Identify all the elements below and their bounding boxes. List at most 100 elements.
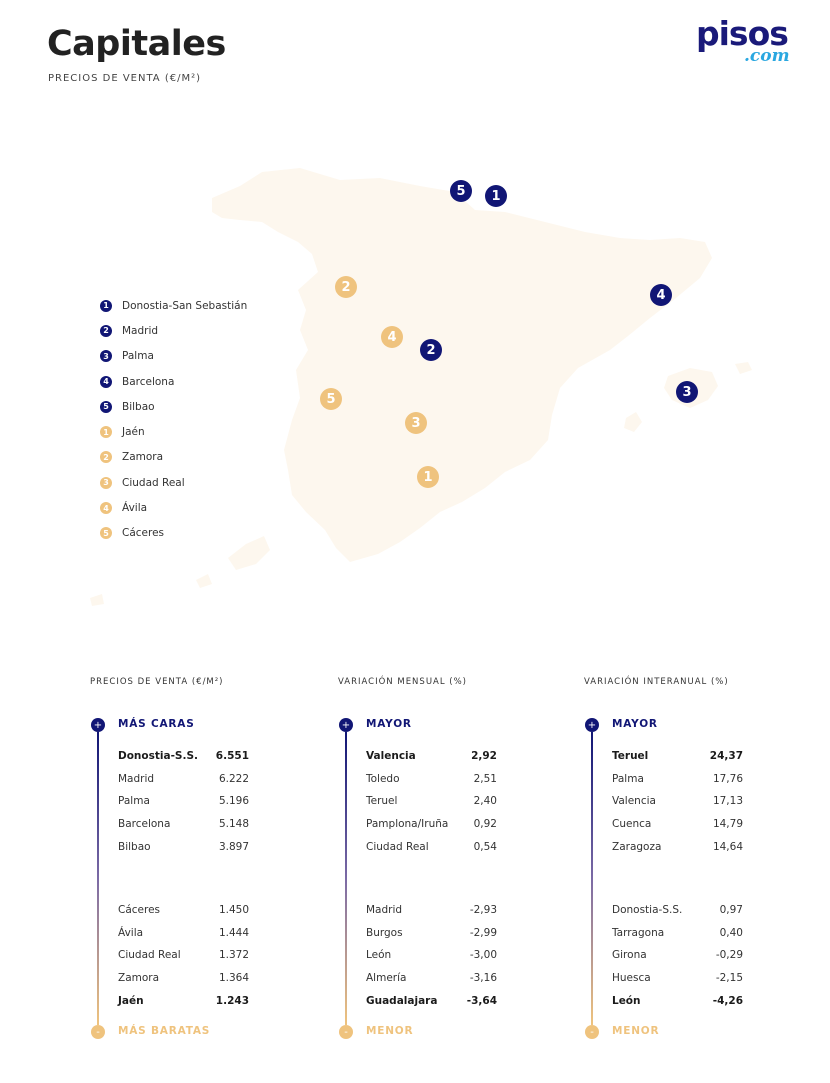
row-name: Girona xyxy=(612,949,647,962)
row-name: Burgos xyxy=(366,926,403,939)
table-row: Almería -3,16 xyxy=(366,967,497,990)
canary-islands-shape xyxy=(90,536,270,606)
table-row: Pamplona/Iruña 0,92 xyxy=(366,813,497,836)
table-row: Madrid -2,93 xyxy=(366,899,497,922)
minus-icon: - xyxy=(91,1025,105,1039)
row-name: Ávila xyxy=(118,926,144,939)
row-value: -3,00 xyxy=(469,949,497,962)
top-label: MAYOR xyxy=(612,718,658,730)
map-legend: 1 Donostia-San Sebastián 2 Madrid 3 Palma 4… xyxy=(100,293,247,546)
row-name: Madrid xyxy=(118,772,155,785)
legend-label: Bilbao xyxy=(122,400,155,413)
map-marker-palma[interactable]: 3 xyxy=(676,381,698,403)
top-label: MÁS CARAS xyxy=(118,718,195,730)
row-value: 24,37 xyxy=(709,750,743,763)
bottom-rows: Cáceres 1.450 Ávila 1.444 Ciudad Real 1.372… xyxy=(118,899,249,1012)
row-value: 1.372 xyxy=(218,949,249,962)
row-name: Valencia xyxy=(612,795,656,808)
row-value: 3.897 xyxy=(218,840,249,853)
table-row: Bilbao 3.897 xyxy=(118,835,249,858)
table-row: Teruel 2,40 xyxy=(366,790,497,813)
table-row: Palma 5.196 xyxy=(118,790,249,813)
table-row: Toledo 2,51 xyxy=(366,768,497,791)
row-name: Ciudad Real xyxy=(366,840,429,853)
row-value: 17,76 xyxy=(712,772,743,785)
map-marker-madrid[interactable]: 2 xyxy=(420,339,442,361)
row-name: Pamplona/Iruña xyxy=(366,818,449,831)
map-marker-barcelona[interactable]: 4 xyxy=(650,284,672,306)
map-marker-avila[interactable]: 4 xyxy=(381,326,403,348)
row-value: 17,13 xyxy=(712,795,743,808)
row-name: Zamora xyxy=(118,972,160,985)
legend-item: 3 Palma xyxy=(100,344,247,369)
legend-item: 2 Madrid xyxy=(100,318,247,343)
table-row: Valencia 2,92 xyxy=(366,745,497,768)
timeline-line xyxy=(345,732,347,1025)
bottom-rows: Madrid -2,93 Burgos -2,99 León -3,00 Almerí… xyxy=(366,899,497,1012)
menorca-shape xyxy=(735,362,752,374)
table-row: Teruel 24,37 xyxy=(612,745,743,768)
table-row: Zaragoza 14,64 xyxy=(612,835,743,858)
legend-label: Zamora xyxy=(122,451,164,464)
top-rows: Teruel 24,37 Palma 17,76 Valencia 17,13 Cue… xyxy=(612,745,743,858)
row-name: Bilbao xyxy=(118,840,151,853)
row-value: -2,15 xyxy=(715,972,743,985)
row-name: Tarragona xyxy=(612,926,665,939)
row-value: 1.444 xyxy=(218,926,249,939)
page-title: Capitales xyxy=(47,24,226,64)
table-row: León -4,26 xyxy=(612,989,743,1012)
plus-icon: + xyxy=(91,718,105,732)
row-name: Barcelona xyxy=(118,818,171,831)
table-row: Palma 17,76 xyxy=(612,768,743,791)
map-marker-caceres[interactable]: 5 xyxy=(320,388,342,410)
row-name: Almería xyxy=(366,972,407,985)
map-marker-zamora[interactable]: 2 xyxy=(335,276,357,298)
top-label: MAYOR xyxy=(366,718,412,730)
row-value: 14,64 xyxy=(712,840,743,853)
map-marker-ciudad-real[interactable]: 3 xyxy=(405,412,427,434)
map-marker-donostia[interactable]: 1 xyxy=(485,185,507,207)
legend-label: Palma xyxy=(122,350,154,363)
row-name: Valencia xyxy=(366,750,416,763)
column-title: PRECIOS DE VENTA (€/M²) xyxy=(90,677,224,687)
table-row: Valencia 17,13 xyxy=(612,790,743,813)
legend-rank-badge: 5 xyxy=(100,400,112,413)
annual-variation-column: VARIACIÓN INTERANUAL (%) + MAYOR Teruel 2… xyxy=(584,672,784,1072)
table-row: Madrid 6.222 xyxy=(118,768,249,791)
pisos-com-logo[interactable]: pisos .com xyxy=(696,14,796,72)
row-name: Zaragoza xyxy=(612,840,662,853)
row-name: Teruel xyxy=(612,750,649,763)
legend-rank-badge: 5 xyxy=(100,527,112,540)
legend-label: Jaén xyxy=(122,426,145,439)
row-value: 0,97 xyxy=(719,904,743,917)
row-value: 0,54 xyxy=(473,840,497,853)
row-name: Madrid xyxy=(366,904,403,917)
row-value: -3,16 xyxy=(469,972,497,985)
logo-text: pisos xyxy=(696,14,789,53)
timeline-line xyxy=(97,732,99,1025)
row-value: 2,51 xyxy=(473,772,497,785)
row-value: -2,99 xyxy=(469,926,497,939)
row-name: Donostia-S.S. xyxy=(612,904,683,917)
row-value: 6.551 xyxy=(215,750,249,763)
top-rows: Valencia 2,92 Toledo 2,51 Teruel 2,40 Pampl… xyxy=(366,745,497,858)
table-row: Jaén 1.243 xyxy=(118,989,249,1012)
table-row: León -3,00 xyxy=(366,944,497,967)
map-marker-jaen[interactable]: 1 xyxy=(417,466,439,488)
bottom-rows: Donostia-S.S. 0,97 Tarragona 0,40 Girona -0… xyxy=(612,899,743,1012)
row-value: -4,26 xyxy=(712,994,743,1007)
table-row: Huesca -2,15 xyxy=(612,967,743,990)
legend-rank-badge: 2 xyxy=(100,451,112,464)
legend-rank-badge: 3 xyxy=(100,350,112,363)
row-value: -2,93 xyxy=(469,904,497,917)
legend-rank-badge: 2 xyxy=(100,324,112,337)
price-ranking-column: PRECIOS DE VENTA (€/M²) + MÁS CARAS Dono… xyxy=(90,672,290,1072)
map-marker-bilbao[interactable]: 5 xyxy=(450,180,472,202)
row-name: León xyxy=(366,949,392,962)
legend-label: Cáceres xyxy=(122,527,165,540)
row-name: Jaén xyxy=(118,994,144,1007)
legend-label: Donostia-San Sebastián xyxy=(122,299,248,312)
top-rows: Donostia-S.S. 6.551 Madrid 6.222 Palma 5.19… xyxy=(118,745,249,858)
legend-rank-badge: 1 xyxy=(100,426,112,439)
table-row: Cuenca 14,79 xyxy=(612,813,743,836)
